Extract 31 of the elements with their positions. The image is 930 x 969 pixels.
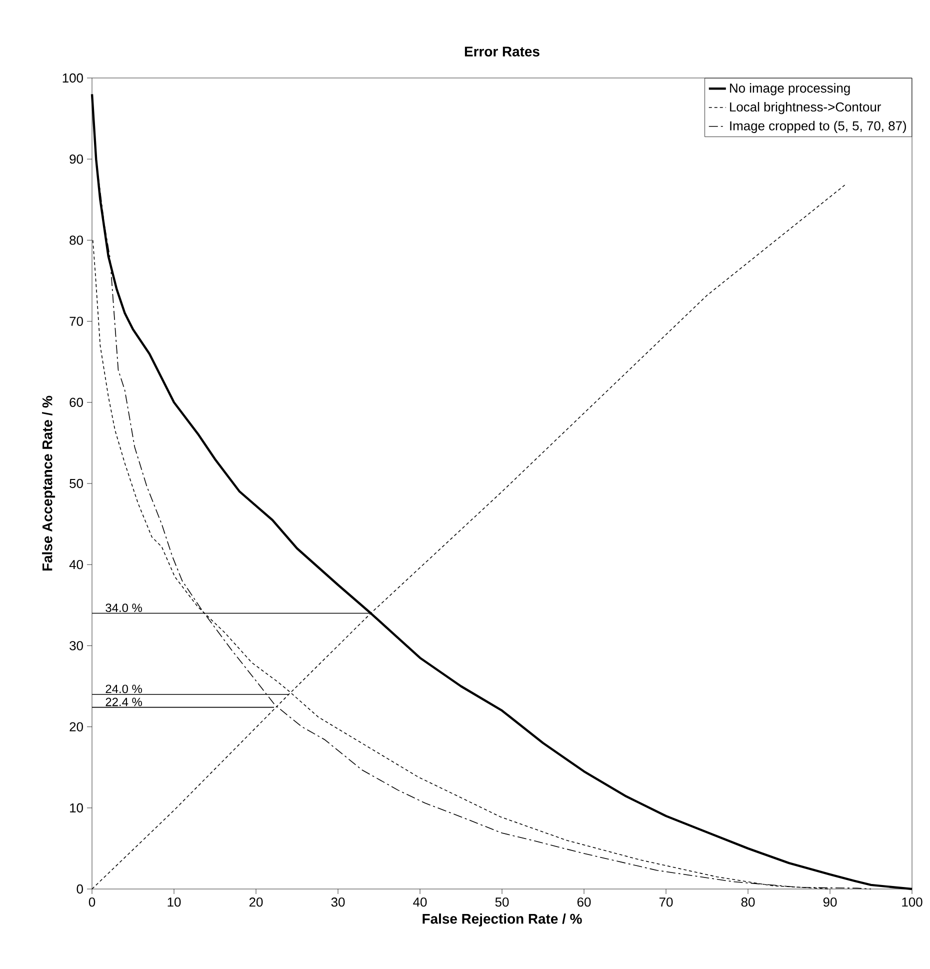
- annotation: 34.0 %: [106, 604, 142, 612]
- annotation: 22.4 %: [106, 698, 142, 706]
- legend-label: No image processing: [730, 83, 850, 96]
- legend-label: Local brightness->Contour: [730, 102, 881, 114]
- y-tick-label: 10: [70, 803, 83, 812]
- x-tick-label: 40: [413, 898, 427, 907]
- y-axis-title: False Acceptance Rate / %: [42, 396, 56, 571]
- y-tick-label: 0: [76, 884, 83, 894]
- x-tick-label: 60: [577, 898, 591, 907]
- annotation: 24.0 %: [106, 684, 142, 694]
- y-tick-label: 50: [70, 478, 83, 488]
- x-tick-label: 70: [659, 898, 673, 907]
- legend-label: Image cropped to (5, 5, 70, 87): [730, 120, 906, 133]
- y-tick-label: 60: [70, 398, 83, 407]
- x-tick-label: 30: [331, 898, 345, 907]
- x-tick-label: 10: [168, 898, 181, 907]
- x-tick-label: 80: [741, 898, 755, 907]
- y-tick-label: 90: [70, 154, 83, 164]
- y-tick-label: 20: [70, 722, 83, 732]
- x-tick-label: 20: [249, 898, 263, 907]
- x-tick-label: 90: [823, 898, 837, 907]
- x-tick-label: 0: [88, 898, 96, 907]
- y-tick-label: 100: [62, 73, 83, 83]
- y-tick-label: 30: [70, 641, 83, 650]
- y-tick-label: 70: [70, 316, 83, 326]
- y-tick-label: 40: [69, 560, 83, 570]
- x-tick-label: 50: [495, 898, 509, 907]
- x-tick-label: 100: [902, 898, 922, 907]
- x-axis-title: False Rejection Rate / %: [422, 914, 582, 927]
- y-tick-label: 80: [70, 236, 83, 245]
- chart-title: Error Rates: [464, 46, 540, 56]
